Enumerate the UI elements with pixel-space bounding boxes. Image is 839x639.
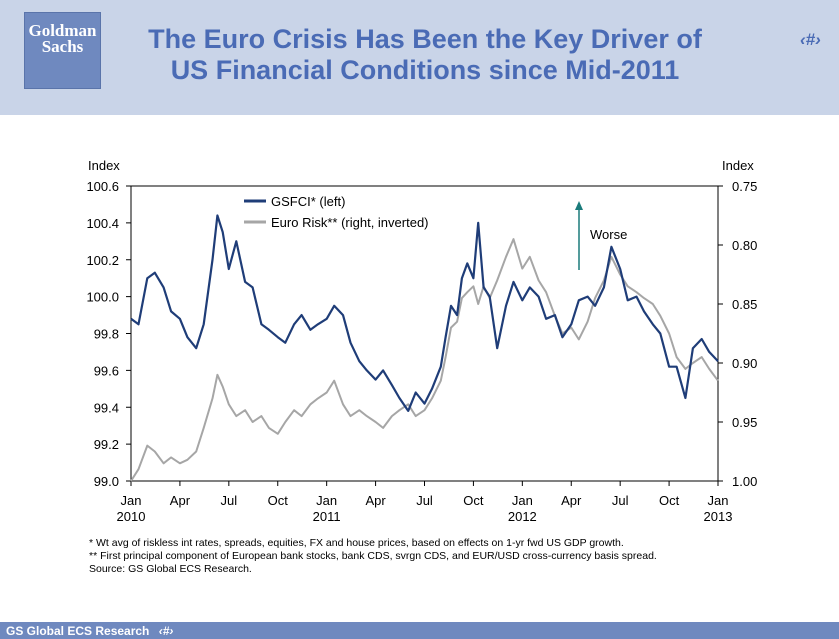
left-tick-label: 100.6	[86, 179, 119, 194]
x-tick-label: Jan	[708, 493, 729, 508]
left-tick-label: 99.2	[94, 437, 119, 452]
right-axis-label: Index	[722, 158, 754, 173]
goldman-sachs-logo: Goldman Sachs	[24, 12, 101, 89]
x-tick-label: Oct	[659, 493, 680, 508]
chart-footnotes: * Wt avg of riskless int rates, spreads,…	[89, 537, 809, 576]
left-tick-label: 100.2	[86, 253, 119, 268]
legend-label: GSFCI* (left)	[271, 194, 345, 209]
x-tick-label: Apr	[561, 493, 582, 508]
legend-label: Euro Risk** (right, inverted)	[271, 215, 429, 230]
euro-risk-series-line	[130, 238, 719, 482]
right-tick-label: 0.75	[732, 179, 757, 194]
gsfci-series-line	[130, 214, 719, 412]
x-tick-year-label: 2013	[704, 509, 733, 524]
right-tick-label: 0.80	[732, 238, 757, 253]
footer-text: GS Global ECS Research ‹#›	[6, 624, 173, 638]
x-tick-label: Apr	[365, 493, 386, 508]
source-note: Source: GS Global ECS Research.	[89, 563, 252, 575]
left-tick-label: 99.8	[94, 327, 119, 342]
plot-frame	[130, 185, 719, 482]
x-tick-label: Jul	[221, 493, 238, 508]
slide-header: Goldman Sachs The Euro Crisis Has Been t…	[0, 0, 839, 115]
x-tick-label: Apr	[170, 493, 191, 508]
x-tick-label: Jan	[316, 493, 337, 508]
x-tick-year-label: 2010	[117, 509, 146, 524]
x-tick-label: Jul	[416, 493, 433, 508]
logo-line-1: Goldman	[28, 21, 97, 40]
footnote-1: * Wt avg of riskless int rates, spreads,…	[89, 537, 624, 549]
footer-label: GS Global ECS Research	[6, 624, 150, 638]
logo-line-2: Sachs	[41, 37, 84, 56]
left-tick-label: 100.4	[86, 216, 119, 231]
slide-footer: GS Global ECS Research ‹#›	[0, 622, 839, 639]
line-chart: 100.6 100.4 100.2 100.0 99.8 99.6 99.4 99.2 99.0…	[86, 158, 757, 524]
left-tick-label: 99.4	[94, 400, 119, 415]
title-line-1: The Euro Crisis Has Been the Key Driver …	[148, 24, 702, 54]
right-tick-label: 1.00	[732, 474, 757, 489]
right-tick-label: 0.90	[732, 356, 757, 371]
left-tick-label: 99.6	[94, 363, 119, 378]
right-tick-label: 0.95	[732, 415, 757, 430]
x-tick-label: Oct	[268, 493, 289, 508]
right-tick-label: 0.85	[732, 297, 757, 312]
footnote-2: ** First principal component of European…	[89, 550, 657, 562]
worse-annotation: Worse	[590, 227, 627, 242]
worse-arrow-head	[575, 201, 583, 210]
x-tick-year-label: 2011	[313, 509, 341, 524]
slide-title: The Euro Crisis Has Been the Key Driver …	[110, 24, 740, 86]
x-tick-label: Jan	[121, 493, 142, 508]
header-page-number: ‹#›	[800, 30, 821, 49]
left-axis-label: Index	[88, 158, 120, 173]
x-tick-year-label: 2012	[508, 509, 537, 524]
x-tick-label: Jul	[612, 493, 629, 508]
logo-text: Goldman Sachs	[25, 21, 100, 56]
left-tick-label: 100.0	[86, 290, 119, 305]
title-line-2: US Financial Conditions since Mid-2011	[170, 55, 680, 85]
footer-page-number: ‹#›	[158, 624, 174, 638]
x-tick-label: Jan	[512, 493, 533, 508]
x-tick-label: Oct	[463, 493, 484, 508]
left-tick-label: 99.0	[94, 474, 119, 489]
